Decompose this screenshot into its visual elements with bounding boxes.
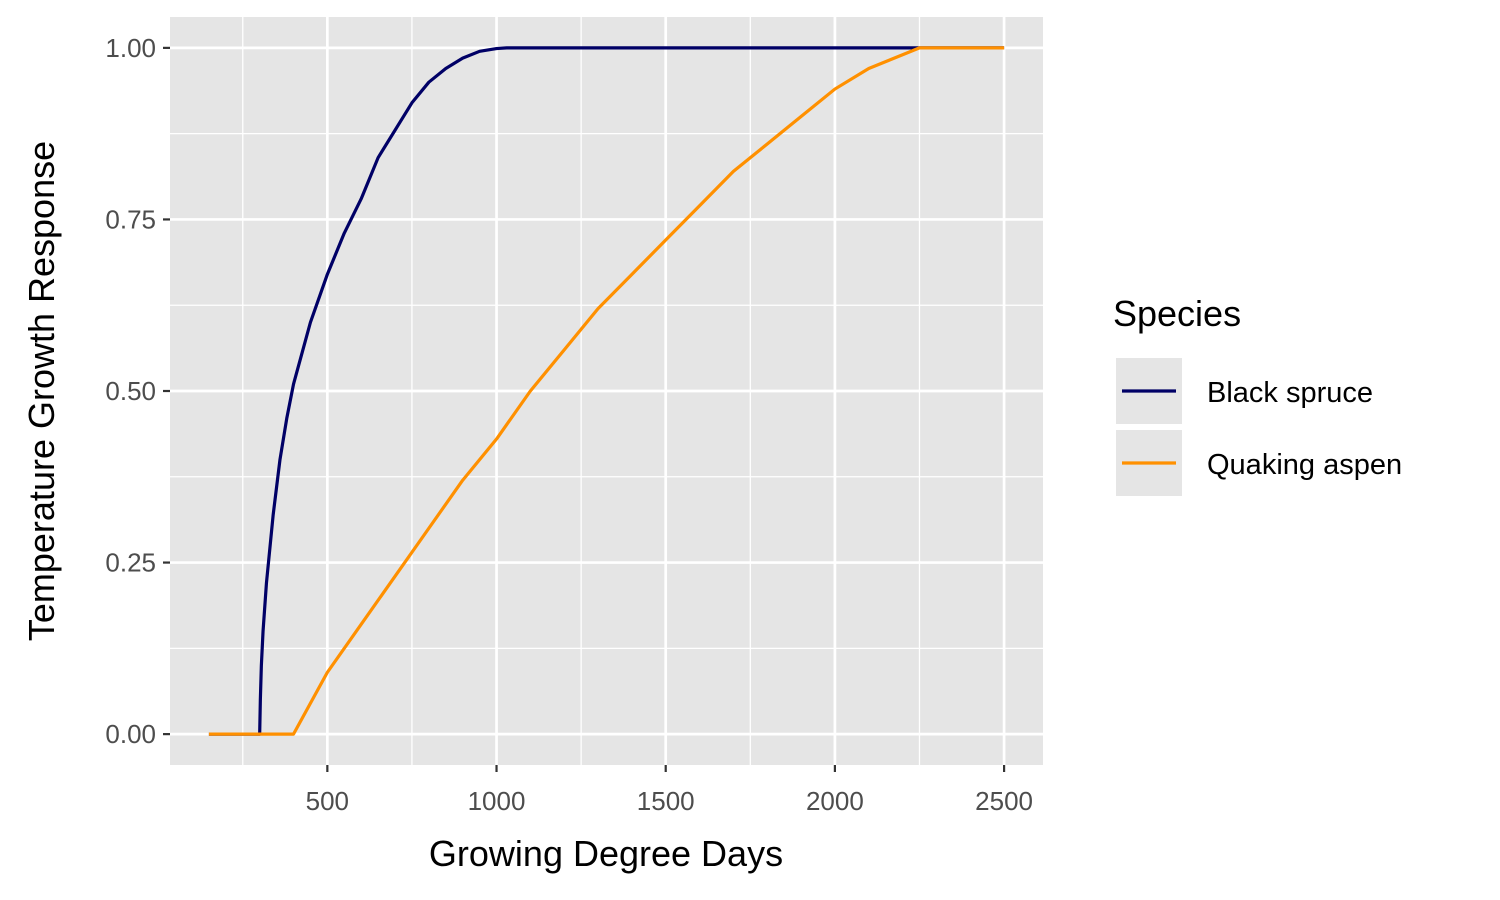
legend-label-black-spruce: Black spruce <box>1207 377 1373 409</box>
x-axis-title: Growing Degree Days <box>429 833 783 874</box>
x-tick-label: 1000 <box>468 786 526 816</box>
legend-title: Species <box>1113 293 1241 334</box>
y-axis-title: Temperature Growth Response <box>21 141 62 641</box>
y-tick-label: 0.75 <box>105 204 156 234</box>
x-tick-label: 2500 <box>975 786 1033 816</box>
x-tick-label: 2000 <box>806 786 864 816</box>
y-axis: 0.00 0.25 0.50 0.75 1.00 <box>105 33 170 749</box>
x-tick-label: 500 <box>306 786 349 816</box>
y-tick-label: 0.25 <box>105 548 156 578</box>
y-tick-label: 0.00 <box>105 719 156 749</box>
series-line-black-spruce <box>208 46 1005 736</box>
legend-label-quaking-aspen: Quaking aspen <box>1207 449 1402 481</box>
legend-items: Black spruce Quaking aspen <box>1116 358 1402 496</box>
y-tick-label: 0.50 <box>105 376 156 406</box>
y-tick-label: 1.00 <box>105 33 156 63</box>
x-axis: 500 1000 1500 2000 2500 <box>306 765 1033 816</box>
series-line-quaking-aspen <box>208 46 1005 736</box>
legend: Species Black spruce Quaking aspen <box>1113 293 1402 496</box>
series-lines <box>208 46 1005 736</box>
x-tick-label: 1500 <box>637 786 695 816</box>
